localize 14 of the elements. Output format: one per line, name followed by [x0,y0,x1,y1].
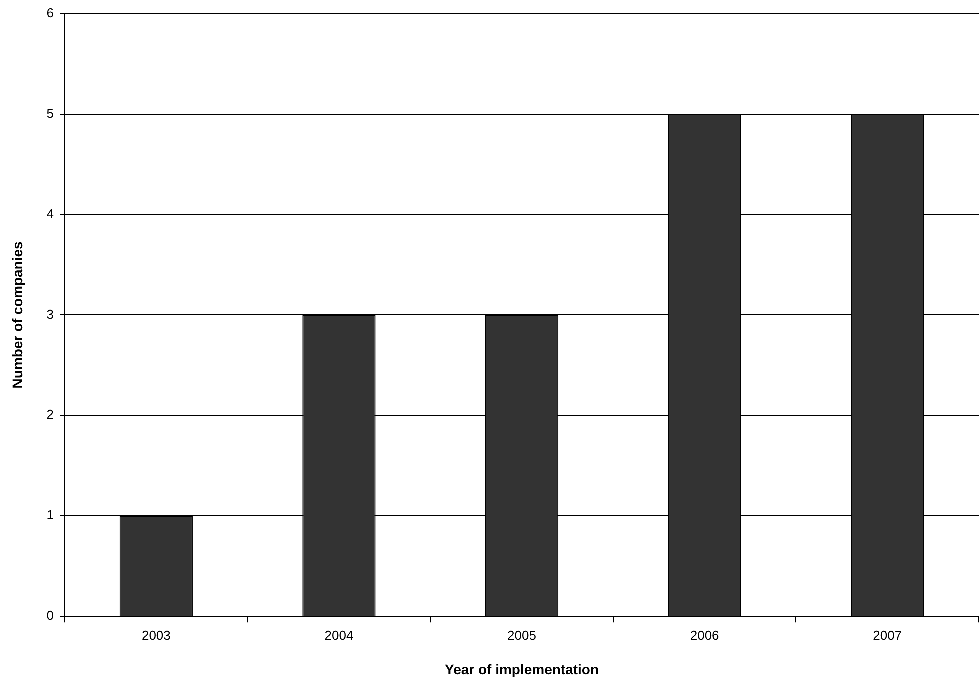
y-tick-label: 4 [46,206,54,222]
x-tick-label: 2006 [690,628,720,643]
y-tick-label: 2 [46,407,54,422]
x-axis-title: Year of implementation [444,661,600,678]
x-tick-label: 2004 [324,628,354,643]
y-tick-label: 6 [46,5,54,20]
y-tick-label: 1 [46,508,54,523]
x-tick-label: 2005 [508,628,536,643]
x-tick-label: 2003 [142,628,171,643]
x-tick-label: 2007 [873,628,902,643]
y-tick-label: 0 [46,608,54,624]
y-tick-label: 5 [46,106,54,121]
y-tick-label: 3 [46,306,54,322]
y-axis-title: Number of companies [9,241,26,389]
